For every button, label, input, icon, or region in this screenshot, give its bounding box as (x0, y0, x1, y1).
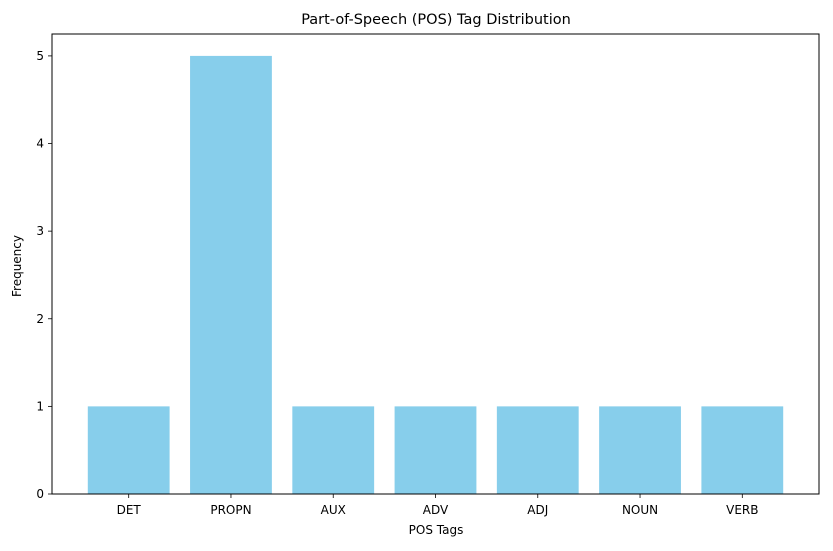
bar-verb (701, 406, 784, 494)
x-tick-label: DET (117, 503, 142, 517)
bar-noun (599, 406, 681, 494)
y-tick-label: 1 (36, 399, 44, 413)
x-axis-ticks: DET PROPN AUX ADV ADJ NOUN VERB (117, 494, 758, 517)
y-tick-label: 4 (36, 137, 44, 151)
bar-det (87, 406, 170, 494)
plot-frame (51, 33, 820, 495)
y-tick-label: 2 (36, 312, 44, 326)
bar-propn (190, 55, 272, 495)
y-tick-label: 0 (36, 487, 44, 501)
x-tick-label: PROPN (210, 503, 251, 517)
x-tick-label: ADV (423, 503, 449, 517)
y-tick-label: 5 (36, 49, 44, 63)
chart-title: Part-of-Speech (POS) Tag Distribution (301, 12, 571, 28)
x-tick-label: ADJ (527, 503, 548, 517)
bars-group (87, 55, 784, 495)
x-tick-label: NOUN (622, 503, 658, 517)
x-axis-label: POS Tags (409, 523, 464, 537)
x-tick-label: VERB (726, 503, 758, 517)
x-tick-label: AUX (321, 503, 346, 517)
y-axis-label: Frequency (10, 235, 24, 297)
y-axis-ticks: 0 1 2 3 4 5 (36, 49, 52, 501)
bar-adj (496, 406, 579, 494)
y-tick-label: 3 (36, 224, 44, 238)
bar-aux (292, 406, 375, 494)
bar-adv (394, 406, 477, 494)
